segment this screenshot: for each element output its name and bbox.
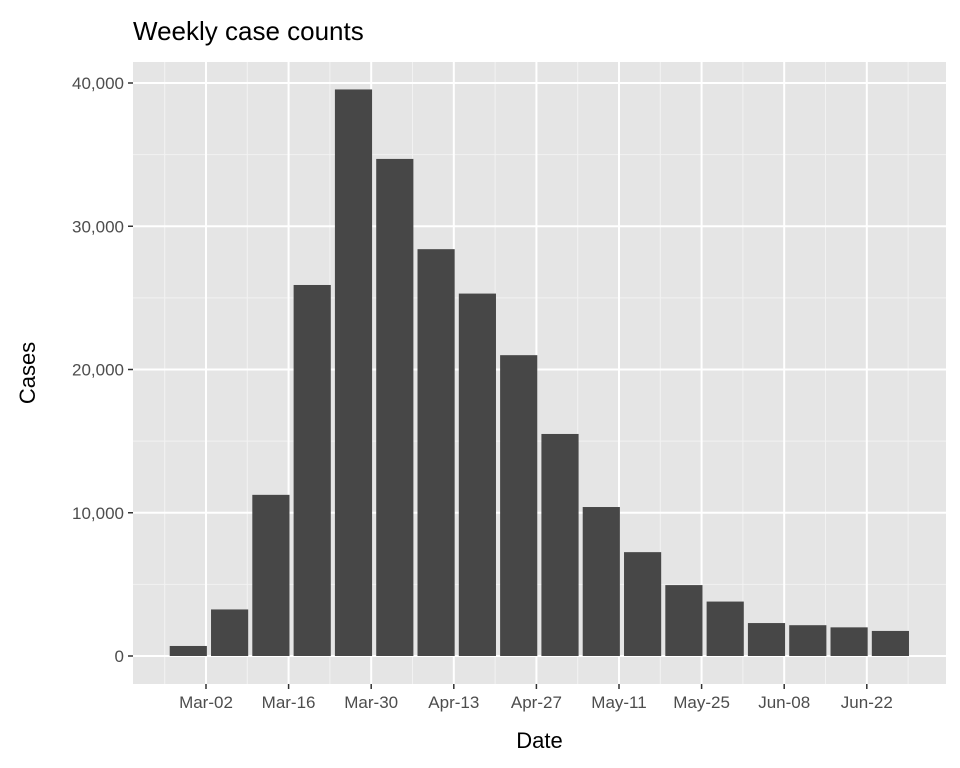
y-tick-label: 0: [115, 647, 124, 666]
x-tick-label: Mar-30: [344, 693, 398, 712]
y-tick-label: 30,000: [72, 217, 124, 236]
x-tick-label: Jun-22: [841, 693, 893, 712]
bar-Mar-26: [334, 89, 373, 657]
y-tick-label: 40,000: [72, 74, 124, 93]
bar-Jun-11: [789, 625, 827, 656]
bar-Apr-16: [458, 293, 496, 656]
bar-May-14: [624, 552, 662, 656]
bar-Apr-30: [541, 433, 579, 656]
bar-Mar-12: [252, 494, 290, 656]
bar-Mar-05: [211, 609, 249, 656]
bar-May-28: [706, 601, 744, 656]
x-tick-label: May-11: [591, 693, 646, 712]
x-tick-label: Apr-13: [428, 693, 479, 712]
bar-Jun-04: [747, 623, 786, 656]
x-tick-label: Mar-02: [179, 693, 233, 712]
x-tick-label: Apr-27: [511, 693, 562, 712]
bar-May-07: [582, 507, 620, 656]
y-tick-label: 20,000: [72, 361, 124, 380]
bar-Feb-27: [169, 645, 207, 656]
x-tick-label: May-25: [673, 693, 730, 712]
x-axis-title: Date: [516, 728, 562, 753]
bar-Jun-25: [871, 630, 909, 656]
bar-Jun-18: [830, 627, 868, 656]
y-axis-title: Cases: [15, 342, 40, 404]
chart-title: Weekly case counts: [133, 16, 364, 46]
y-tick-label: 10,000: [72, 504, 124, 523]
bar-Apr-02: [376, 158, 414, 657]
x-tick-label: Jun-08: [758, 693, 810, 712]
bar-Apr-23: [500, 355, 538, 656]
bar-May-21: [665, 585, 703, 656]
bar-Apr-09: [417, 249, 455, 657]
x-tick-label: Mar-16: [262, 693, 316, 712]
bar-Mar-19: [293, 284, 331, 656]
